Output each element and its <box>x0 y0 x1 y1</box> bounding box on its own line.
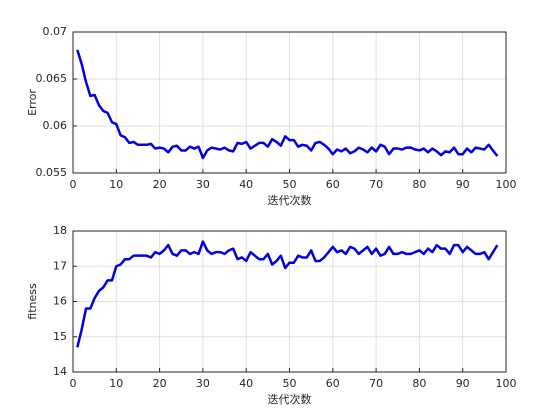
x-axis-label: 迭代次数 <box>268 193 312 207</box>
axes-frame <box>72 31 507 174</box>
x-tick-label: 60 <box>326 178 340 191</box>
y-axis-label: fitness <box>26 283 39 320</box>
y-tick-label: 0.065 <box>36 72 68 85</box>
x-tick-label: 40 <box>239 377 253 390</box>
x-tick-label: 50 <box>283 377 297 390</box>
x-axis-label: 迭代次数 <box>268 392 312 406</box>
x-tick-label: 80 <box>412 178 426 191</box>
x-tick-label: 30 <box>196 377 210 390</box>
x-tick-label: 80 <box>412 377 426 390</box>
y-tick-label: 15 <box>53 330 67 343</box>
x-tick-label: 40 <box>239 178 253 191</box>
x-tick-label: 100 <box>496 178 517 191</box>
axes-frame <box>72 230 507 373</box>
y-tick-label: 0.055 <box>36 166 68 179</box>
x-tick-label: 10 <box>109 377 123 390</box>
x-tick-label: 20 <box>153 377 167 390</box>
data-line <box>76 240 499 348</box>
x-tick-label: 0 <box>70 178 77 191</box>
x-tick-label: 90 <box>456 178 470 191</box>
y-tick-label: 0.06 <box>43 119 68 132</box>
x-tick-label: 20 <box>153 178 167 191</box>
y-tick-label: 16 <box>53 295 67 308</box>
x-tick-label: 10 <box>109 178 123 191</box>
x-tick-label: 30 <box>196 178 210 191</box>
data-line <box>76 49 499 160</box>
x-tick-label: 100 <box>496 377 517 390</box>
x-tick-label: 60 <box>326 377 340 390</box>
x-tick-label: 0 <box>70 377 77 390</box>
y-tick-label: 14 <box>53 365 67 378</box>
y-tick-label: 0.07 <box>43 25 68 38</box>
x-tick-label: 70 <box>369 377 383 390</box>
x-tick-label: 70 <box>369 178 383 191</box>
x-tick-label: 90 <box>456 377 470 390</box>
y-axis-label: Error <box>26 89 39 116</box>
y-tick-label: 17 <box>53 259 67 272</box>
y-tick-label: 18 <box>53 224 67 237</box>
x-tick-label: 50 <box>283 178 297 191</box>
